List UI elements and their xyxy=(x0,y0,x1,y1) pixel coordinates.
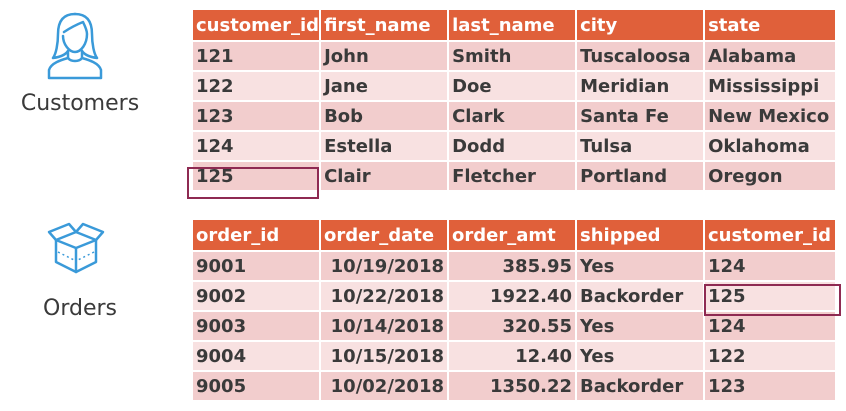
cell: 125 xyxy=(705,282,835,312)
cell: 122 xyxy=(705,342,835,372)
cell: 121 xyxy=(193,42,322,72)
col-last-name: last_name xyxy=(449,10,578,42)
cell: 124 xyxy=(705,312,835,342)
cell: 1922.40 xyxy=(449,282,577,312)
cell: Jane xyxy=(321,72,450,102)
cell: Fletcher xyxy=(449,162,578,192)
cell: 320.55 xyxy=(449,312,577,342)
cell: Backorder xyxy=(577,282,705,312)
table-row: 9005 10/02/2018 1350.22 Backorder 123 xyxy=(193,372,835,402)
cell: 10/15/2018 xyxy=(321,342,449,372)
cell: 9003 xyxy=(193,312,321,342)
cell: 10/22/2018 xyxy=(321,282,449,312)
col-first-name: first_name xyxy=(321,10,450,42)
cell: 9004 xyxy=(193,342,321,372)
table-row: 9001 10/19/2018 385.95 Yes 124 xyxy=(193,252,835,282)
cell: 10/14/2018 xyxy=(321,312,449,342)
col-city: city xyxy=(577,10,706,42)
cell: Estella xyxy=(321,132,450,162)
col-customer-id: customer_id xyxy=(705,220,835,252)
cell: John xyxy=(321,42,450,72)
cell: 9005 xyxy=(193,372,321,402)
cell: New Mexico xyxy=(705,102,836,132)
table-row: 123 Bob Clark Santa Fe New Mexico xyxy=(193,102,836,132)
cell: Yes xyxy=(577,312,705,342)
orders-label: Orders xyxy=(43,296,117,321)
cell: Clark xyxy=(449,102,578,132)
table-row: 9003 10/14/2018 320.55 Yes 124 xyxy=(193,312,835,342)
cell: 10/02/2018 xyxy=(321,372,449,402)
cell: Bob xyxy=(321,102,450,132)
cell: Oklahoma xyxy=(705,132,836,162)
cell: Meridian xyxy=(577,72,706,102)
customers-header-row: customer_id first_name last_name city st… xyxy=(193,10,836,42)
cell: Oregon xyxy=(705,162,836,192)
cell: Alabama xyxy=(705,42,836,72)
table-row: 124 Estella Dodd Tulsa Oklahoma xyxy=(193,132,836,162)
cell: 123 xyxy=(705,372,835,402)
cell: Dodd xyxy=(449,132,578,162)
cell: 1350.22 xyxy=(449,372,577,402)
cell: Mississippi xyxy=(705,72,836,102)
table-row: 122 Jane Doe Meridian Mississippi xyxy=(193,72,836,102)
cell: Yes xyxy=(577,342,705,372)
cell: Backorder xyxy=(577,372,705,402)
table-row: 9004 10/15/2018 12.40 Yes 122 xyxy=(193,342,835,372)
box-icon xyxy=(47,222,105,274)
customers-label: Customers xyxy=(20,91,140,116)
cell: Yes xyxy=(577,252,705,282)
col-order-id: order_id xyxy=(193,220,321,252)
customers-table: customer_id first_name last_name city st… xyxy=(193,10,836,192)
cell: Clair xyxy=(321,162,450,192)
cell: 122 xyxy=(193,72,322,102)
cell: Tuscaloosa xyxy=(577,42,706,72)
col-customer-id: customer_id xyxy=(193,10,322,42)
cell: 9002 xyxy=(193,282,321,312)
cell: Tulsa xyxy=(577,132,706,162)
cell: 12.40 xyxy=(449,342,577,372)
cell: 124 xyxy=(705,252,835,282)
cell: Santa Fe xyxy=(577,102,706,132)
highlight-order-customer-125 xyxy=(704,284,841,316)
cell: Doe xyxy=(449,72,578,102)
cell: Smith xyxy=(449,42,578,72)
table-row: 9002 10/22/2018 1922.40 Backorder 125 xyxy=(193,282,835,312)
cell: 124 xyxy=(193,132,322,162)
highlight-customer-125 xyxy=(187,167,319,199)
col-state: state xyxy=(705,10,836,42)
cell: 385.95 xyxy=(449,252,577,282)
person-icon xyxy=(47,12,103,80)
table-row: 121 John Smith Tuscaloosa Alabama xyxy=(193,42,836,72)
col-order-date: order_date xyxy=(321,220,449,252)
col-order-amt: order_amt xyxy=(449,220,577,252)
orders-header-row: order_id order_date order_amt shipped cu… xyxy=(193,220,835,252)
orders-table: order_id order_date order_amt shipped cu… xyxy=(193,220,835,402)
cell: 10/19/2018 xyxy=(321,252,449,282)
cell: 9001 xyxy=(193,252,321,282)
cell: 123 xyxy=(193,102,322,132)
cell: Portland xyxy=(577,162,706,192)
col-shipped: shipped xyxy=(577,220,705,252)
table-row: 125 Clair Fletcher Portland Oregon xyxy=(193,162,836,192)
